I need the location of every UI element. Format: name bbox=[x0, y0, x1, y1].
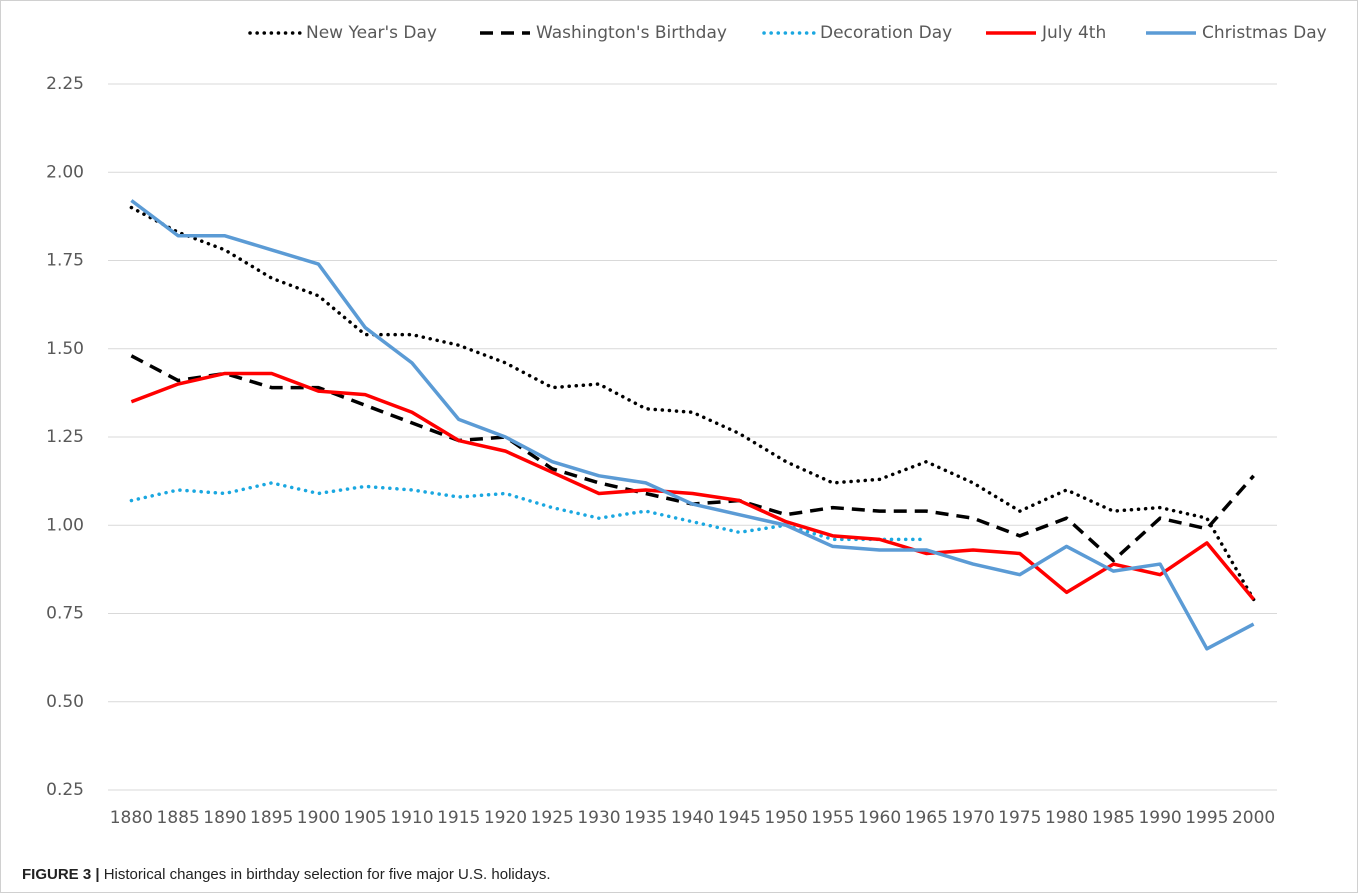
x-tick-label: 1980 bbox=[1045, 808, 1088, 828]
x-tick-label: 1880 bbox=[110, 808, 153, 828]
x-tick-label: 1920 bbox=[484, 808, 527, 828]
x-tick-label: 1905 bbox=[344, 808, 387, 828]
x-tick-label: 1965 bbox=[905, 808, 948, 828]
x-tick-label: 1930 bbox=[577, 808, 620, 828]
series-line bbox=[130, 199, 1255, 651]
x-tick-label: 1885 bbox=[157, 808, 200, 828]
y-tick-label: 1.50 bbox=[46, 339, 84, 359]
x-tick-label: 1935 bbox=[624, 808, 667, 828]
x-tick-label: 1945 bbox=[718, 808, 761, 828]
x-tick-label: 1915 bbox=[437, 808, 480, 828]
y-tick-label: 2.25 bbox=[46, 74, 84, 94]
x-tick-label: 1995 bbox=[1185, 808, 1228, 828]
caption-label: FIGURE 3 | bbox=[22, 866, 100, 883]
y-tick-label: 1.00 bbox=[46, 515, 84, 535]
legend-label: Washington's Birthday bbox=[536, 23, 727, 43]
x-tick-label: 1900 bbox=[297, 808, 340, 828]
x-tick-label: 1955 bbox=[811, 808, 854, 828]
x-tick-label: 1940 bbox=[671, 808, 714, 828]
x-tick-label: 1950 bbox=[764, 808, 807, 828]
legend-label: New Year's Day bbox=[306, 23, 437, 43]
x-tick-label: 1990 bbox=[1138, 808, 1181, 828]
x-tick-label: 1960 bbox=[858, 808, 901, 828]
caption-text: Historical changes in birthday selection… bbox=[104, 866, 551, 883]
caption: FIGURE 3 | Historical changes in birthda… bbox=[22, 866, 551, 883]
series-line bbox=[129, 481, 929, 542]
x-tick-label: 1890 bbox=[203, 808, 246, 828]
series-line bbox=[130, 354, 1255, 563]
x-tick-label: 1910 bbox=[390, 808, 433, 828]
x-tick-label: 1970 bbox=[951, 808, 994, 828]
x-tick-label: 1975 bbox=[998, 808, 1041, 828]
x-tick-label: 1895 bbox=[250, 808, 293, 828]
x-tick-label: 2000 bbox=[1232, 808, 1275, 828]
x-tick-label: 1925 bbox=[531, 808, 574, 828]
series-line bbox=[130, 371, 1255, 601]
y-tick-label: 1.25 bbox=[46, 427, 84, 447]
x-tick-label: 1985 bbox=[1092, 808, 1135, 828]
legend-label: July 4th bbox=[1041, 23, 1106, 43]
y-tick-label: 0.50 bbox=[46, 692, 84, 712]
series-line bbox=[129, 205, 1256, 602]
y-tick-label: 1.75 bbox=[46, 251, 84, 271]
y-tick-label: 2.00 bbox=[46, 162, 84, 182]
legend-label: Christmas Day bbox=[1202, 23, 1327, 43]
legend-label: Decoration Day bbox=[820, 23, 952, 43]
y-tick-label: 0.25 bbox=[46, 780, 84, 800]
y-tick-label: 0.75 bbox=[46, 604, 84, 624]
